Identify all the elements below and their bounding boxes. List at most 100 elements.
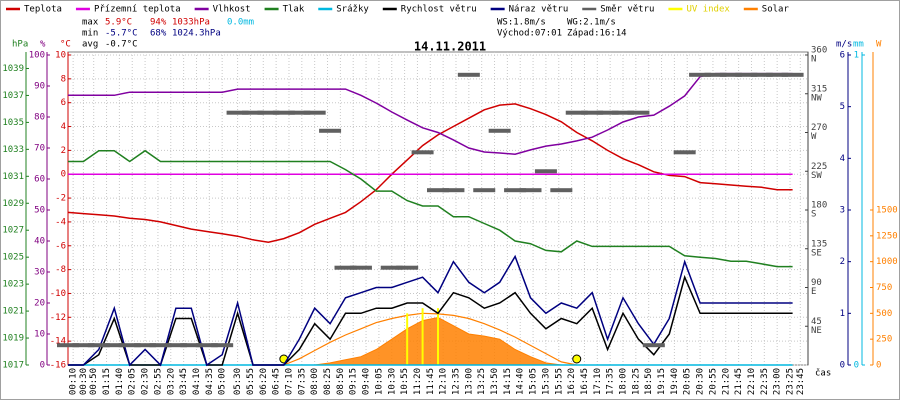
y-tick-label: 3 <box>840 206 845 216</box>
stat: -0.7°C <box>105 40 138 50</box>
y-tick-label: 20 <box>34 299 45 309</box>
y-tick-label: 180 <box>811 201 827 211</box>
direction-dash <box>735 72 758 77</box>
stat: WG:2.1m/s <box>567 18 616 28</box>
y-tick-label: 2 <box>61 146 66 156</box>
x-tick-label: 18:00 <box>619 368 629 395</box>
direction-dash <box>596 110 619 115</box>
axis-title: % <box>40 40 46 50</box>
x-tick-label: 08:00 <box>310 368 320 395</box>
x-tick-label: 22:10 <box>747 368 757 395</box>
legend-label: Přízemní teplota <box>94 5 181 15</box>
direction-dash <box>87 343 110 348</box>
x-tick-label: 23:00 <box>773 368 783 395</box>
y-tick-label: 1035 <box>2 118 24 128</box>
x-tick-label: 11:20 <box>413 368 423 395</box>
direction-dash <box>103 343 126 348</box>
legend-label: Rychlost větru <box>401 5 477 15</box>
y-tick-label: -2 <box>55 194 66 204</box>
y-tick-label: 270 <box>811 123 827 133</box>
y-tick-label: 0 <box>854 361 859 371</box>
direction-dash <box>396 265 419 270</box>
direction-dash <box>380 265 403 270</box>
y-tick-label: 1000 <box>876 257 898 267</box>
y-tick-label: 1039 <box>2 64 24 74</box>
y-tick-label: 0 <box>876 361 881 371</box>
series-line <box>68 149 793 268</box>
axis-title: mm <box>853 40 864 50</box>
sun-marker <box>572 354 582 364</box>
y-tick-label: 1250 <box>876 231 898 241</box>
direction-dash <box>473 188 496 193</box>
y-tick-label: 4 <box>840 154 845 164</box>
x-tick-label: 13:25 <box>477 368 487 395</box>
y-tick-label: 360 <box>811 46 827 56</box>
direction-dash <box>766 72 789 77</box>
x-tick-label: 02:55 <box>153 368 163 395</box>
y-tick-label: 225 <box>811 162 827 172</box>
y-tick-label: 1021 <box>2 307 24 317</box>
direction-dash <box>750 72 773 77</box>
y-tick-label: 135 <box>811 239 827 249</box>
direction-dash <box>288 110 311 115</box>
direction-dash <box>442 188 465 193</box>
y-tick-label: 6 <box>840 51 845 61</box>
x-tick-label: 18:50 <box>644 368 654 395</box>
y-tick-label: 0 <box>61 170 66 180</box>
y-tick-label: -14 <box>50 337 66 347</box>
y-tick-label: 1017 <box>2 361 24 371</box>
x-tick-label: 11:45 <box>426 368 436 395</box>
x-tick-label: 02:30 <box>141 368 151 395</box>
stat: 0.0mm <box>227 18 254 28</box>
x-tick-label: 09:40 <box>362 368 372 395</box>
y-tick-label: 1037 <box>2 91 24 101</box>
y-tick-label: -10 <box>50 289 66 299</box>
x-tick-label: 13:00 <box>464 368 474 395</box>
x-tick-label: 23:45 <box>796 368 806 395</box>
x-tick-label: 00:10 <box>69 368 79 395</box>
y-tick-label: 50 <box>34 206 45 216</box>
y-tick-label: 4 <box>61 122 66 132</box>
stat: 1033hPa <box>172 18 210 28</box>
stat: Západ:16:14 <box>567 29 627 39</box>
x-tick-label: 10:30 <box>387 368 397 395</box>
y-tick-label: SW <box>811 171 822 181</box>
x-tick-label: 15:05 <box>529 368 539 395</box>
stat-label: min <box>82 29 98 39</box>
x-axis-label: čas <box>815 368 831 379</box>
y-tick-label: 10 <box>34 330 45 340</box>
x-tick-label: 04:35 <box>205 368 215 395</box>
x-tick-label: 19:15 <box>657 368 667 395</box>
y-tick-label: SE <box>811 248 822 258</box>
direction-dash <box>534 169 557 174</box>
y-tick-label: 8 <box>61 74 66 84</box>
direction-dash <box>272 110 295 115</box>
direction-dash <box>411 150 434 155</box>
x-tick-label: 05:30 <box>233 368 243 395</box>
y-tick-label: 500 <box>876 309 892 319</box>
x-tick-label: 02:05 <box>128 368 138 395</box>
x-tick-label: 16:20 <box>567 368 577 395</box>
direction-dash <box>319 128 342 133</box>
axis-title: m/s <box>836 40 852 50</box>
x-tick-label: 15:55 <box>554 368 564 395</box>
x-tick-label: 08:25 <box>323 368 333 395</box>
y-tick-label: 1 <box>854 51 859 61</box>
stat: 68% <box>150 29 167 39</box>
y-tick-label: 30 <box>34 268 45 278</box>
y-tick-label: 1 <box>840 309 845 319</box>
stat-label: avg <box>82 40 98 50</box>
direction-dash <box>149 343 172 348</box>
direction-dash <box>226 110 249 115</box>
direction-dash <box>349 265 372 270</box>
x-tick-label: 01:40 <box>115 368 125 395</box>
x-tick-label: 04:10 <box>192 368 202 395</box>
x-tick-label: 03:45 <box>179 368 189 395</box>
y-tick-label: -16 <box>50 361 66 371</box>
y-tick-label: 1031 <box>2 172 24 182</box>
direction-dash <box>195 343 218 348</box>
x-tick-label: 06:45 <box>272 368 282 395</box>
direction-dash <box>134 343 157 348</box>
legend-label: Náraz větru <box>509 5 569 15</box>
y-tick-label: 5 <box>840 102 845 112</box>
